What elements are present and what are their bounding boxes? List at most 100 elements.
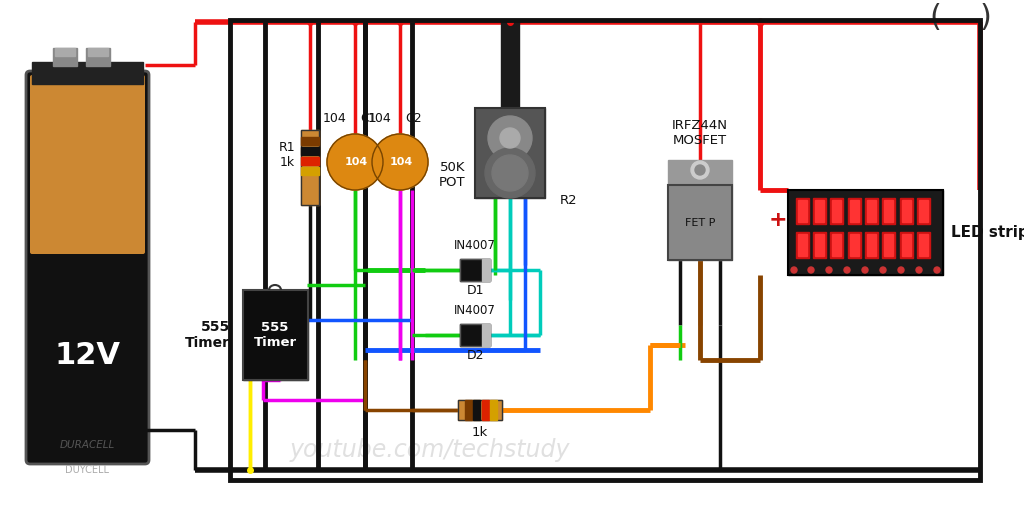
Bar xyxy=(798,200,807,222)
Bar xyxy=(815,234,824,256)
Bar xyxy=(865,232,878,258)
Bar xyxy=(88,48,108,56)
Text: DUYCELL: DUYCELL xyxy=(65,465,109,475)
Bar xyxy=(902,234,911,256)
Circle shape xyxy=(695,165,705,175)
Circle shape xyxy=(485,148,535,198)
Text: IRFZ44N
MOSFET: IRFZ44N MOSFET xyxy=(672,119,728,147)
Circle shape xyxy=(327,134,383,190)
Bar xyxy=(482,259,490,281)
Bar xyxy=(830,232,843,258)
Bar xyxy=(900,198,913,224)
Bar xyxy=(882,232,895,258)
Bar xyxy=(243,290,308,380)
Text: 555
Timer: 555 Timer xyxy=(185,320,230,350)
Text: LED strip 5m: LED strip 5m xyxy=(951,225,1024,239)
Bar xyxy=(460,324,490,346)
Bar xyxy=(55,48,75,56)
Bar xyxy=(482,400,489,420)
Bar xyxy=(501,22,519,108)
Bar xyxy=(848,232,861,258)
Text: IN4007: IN4007 xyxy=(454,239,496,252)
Bar xyxy=(848,198,861,224)
Bar xyxy=(301,157,319,165)
Text: IN4007: IN4007 xyxy=(454,304,496,317)
Bar xyxy=(796,198,809,224)
Text: 104: 104 xyxy=(323,112,347,125)
Bar xyxy=(475,108,545,198)
Bar xyxy=(301,167,319,175)
Text: FET P: FET P xyxy=(685,218,715,228)
Text: (: ( xyxy=(929,4,941,32)
Bar xyxy=(919,234,928,256)
Bar xyxy=(243,290,308,380)
Text: 12V: 12V xyxy=(54,341,120,370)
Bar xyxy=(53,48,77,66)
Text: R2: R2 xyxy=(560,194,578,206)
Bar xyxy=(301,147,319,155)
Bar xyxy=(482,324,490,346)
Bar xyxy=(86,48,110,66)
Bar xyxy=(830,198,843,224)
Bar xyxy=(668,185,732,260)
Bar xyxy=(32,62,143,84)
Text: +: + xyxy=(769,210,787,230)
Circle shape xyxy=(934,267,940,273)
Bar xyxy=(230,20,980,480)
Circle shape xyxy=(898,267,904,273)
Bar xyxy=(831,234,841,256)
Circle shape xyxy=(862,267,868,273)
Text: R1
1k: R1 1k xyxy=(279,141,295,169)
FancyBboxPatch shape xyxy=(26,71,150,464)
Text: DURACELL: DURACELL xyxy=(59,440,115,450)
Bar xyxy=(867,200,876,222)
Bar xyxy=(884,234,893,256)
Bar xyxy=(902,200,911,222)
Bar xyxy=(831,200,841,222)
Bar xyxy=(882,198,895,224)
Circle shape xyxy=(916,267,922,273)
Text: youtube.com/techstudy: youtube.com/techstudy xyxy=(290,438,570,462)
Bar xyxy=(796,232,809,258)
Bar xyxy=(865,198,878,224)
Text: C1: C1 xyxy=(360,112,377,125)
Circle shape xyxy=(372,134,428,190)
Bar xyxy=(788,190,943,275)
Bar xyxy=(458,400,502,420)
Bar xyxy=(301,137,319,145)
Bar xyxy=(460,259,490,281)
Circle shape xyxy=(691,161,709,179)
Bar xyxy=(668,160,732,185)
Bar xyxy=(918,198,930,224)
Bar xyxy=(867,234,876,256)
Text: D1: D1 xyxy=(466,284,483,297)
Text: 104: 104 xyxy=(368,112,392,125)
Text: 1k: 1k xyxy=(472,426,488,439)
Bar xyxy=(475,108,545,198)
Bar xyxy=(813,232,826,258)
Circle shape xyxy=(492,155,528,191)
Circle shape xyxy=(844,267,850,273)
Bar xyxy=(918,232,930,258)
Bar xyxy=(301,130,319,205)
Bar xyxy=(850,200,859,222)
Bar xyxy=(465,400,472,420)
Bar xyxy=(850,234,859,256)
Bar xyxy=(813,198,826,224)
Circle shape xyxy=(488,116,532,160)
Bar xyxy=(490,400,497,420)
Circle shape xyxy=(826,267,831,273)
Bar xyxy=(460,324,490,346)
Bar xyxy=(668,185,732,260)
Text: 104: 104 xyxy=(389,157,413,167)
Circle shape xyxy=(808,267,814,273)
Bar xyxy=(473,400,480,420)
Bar xyxy=(458,400,502,420)
Bar xyxy=(460,259,490,281)
Text: D2: D2 xyxy=(466,349,483,362)
Circle shape xyxy=(500,128,520,148)
Bar xyxy=(919,200,928,222)
Bar xyxy=(815,200,824,222)
Text: ): ) xyxy=(979,4,991,32)
Text: 50K
POT: 50K POT xyxy=(438,161,465,189)
